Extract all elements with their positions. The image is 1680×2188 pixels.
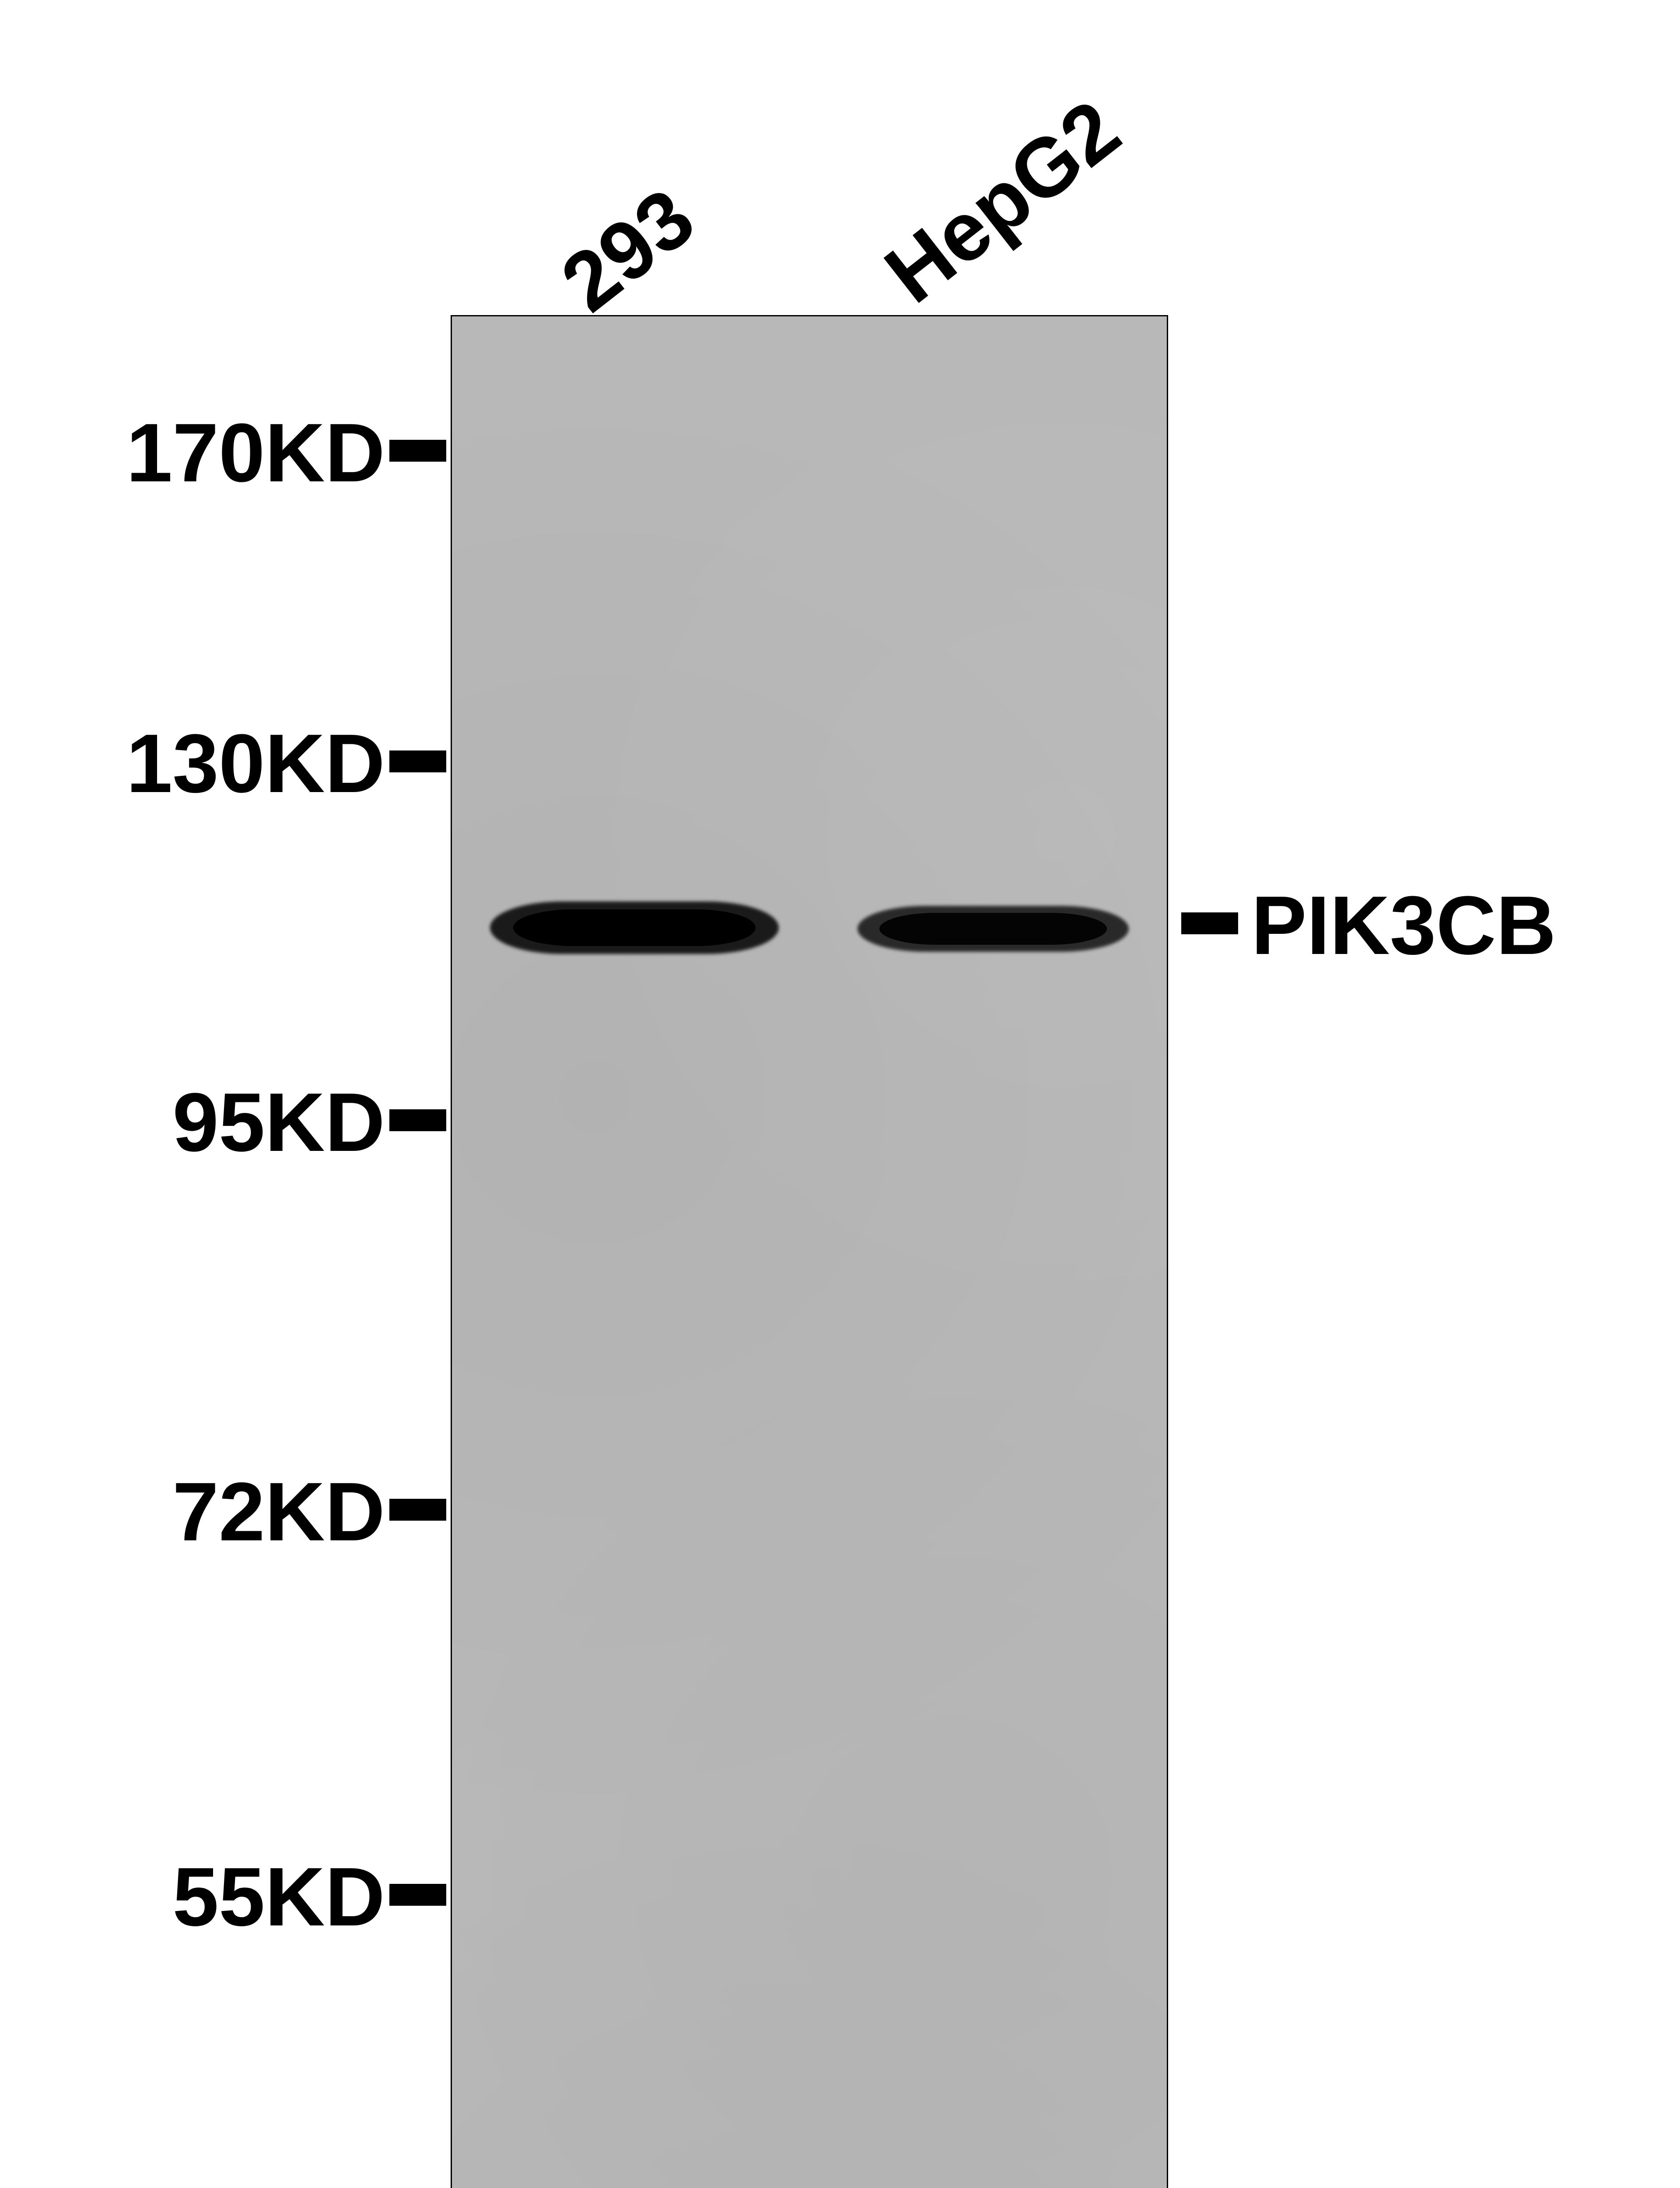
mw-tick-130KD: [389, 750, 446, 772]
blot-membrane: [451, 315, 1168, 2188]
mw-label-95KD: 95KD: [172, 1075, 385, 1170]
lane-label-0: 293: [544, 170, 712, 330]
target-protein-label: PIK3CB: [1251, 878, 1556, 973]
mw-label-55KD: 55KD: [172, 1849, 385, 1945]
mw-tick-170KD: [389, 440, 446, 462]
target-tick: [1181, 912, 1238, 934]
mw-label-72KD: 72KD: [172, 1464, 385, 1560]
lane-label-1: HepG2: [868, 81, 1138, 322]
mw-tick-95KD: [389, 1109, 446, 1131]
protein-band-core-lane-0: [513, 909, 756, 946]
protein-band-core-lane-1: [879, 913, 1107, 945]
western-blot-container: 293HepG2 170KD130KD95KD72KD55KD43KD34KD …: [0, 0, 1680, 2188]
mw-tick-72KD: [389, 1499, 446, 1521]
mw-label-170KD: 170KD: [126, 405, 385, 501]
mw-tick-55KD: [389, 1884, 446, 1906]
mw-label-130KD: 130KD: [126, 716, 385, 811]
